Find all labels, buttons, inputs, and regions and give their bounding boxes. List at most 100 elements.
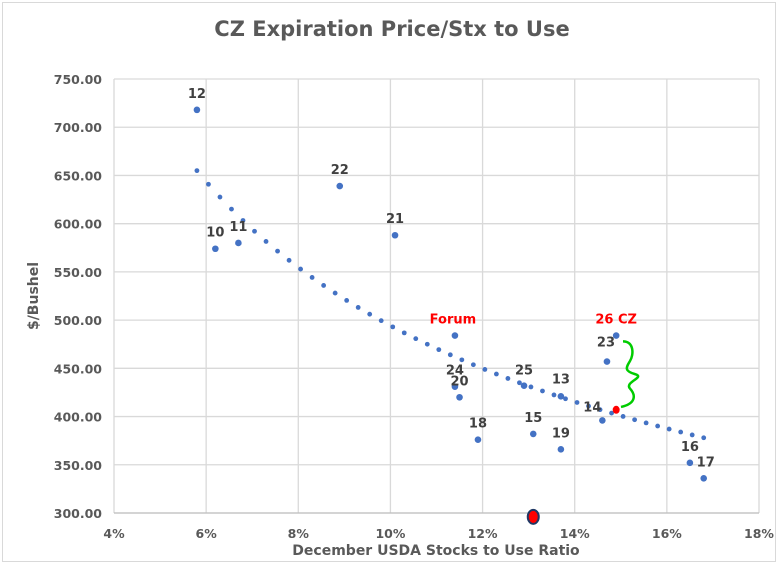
trendline	[194, 168, 707, 441]
point-label: 26 CZ	[595, 313, 637, 328]
y-tick-labels: 300.00 350.00 400.00 450.00 500.00 550.00 600.…	[54, 72, 103, 521]
trendline-dot	[586, 403, 591, 409]
x-tick-label: 14%	[560, 526, 590, 541]
trendline-dot	[240, 218, 246, 223]
chart-title: CZ Expiration Price/Stx to Use	[214, 17, 569, 41]
trendline-dot	[632, 417, 638, 423]
trendline-dot	[390, 324, 396, 330]
x-axis-label: December USDA Stocks to Use Ratio	[292, 543, 580, 559]
data-point	[212, 245, 219, 253]
trendline-dot	[275, 248, 280, 254]
green-squiggle-bracket	[620, 340, 640, 409]
y-tick-label: 700.00	[54, 120, 103, 135]
point-label: 19	[552, 426, 570, 441]
trendline-dot	[378, 318, 384, 324]
trendline-dot	[493, 371, 499, 377]
y-tick-label: 300.00	[54, 506, 103, 521]
trendline-dot	[263, 239, 269, 244]
point-label: 23	[597, 336, 615, 351]
trendline-dot	[689, 432, 695, 438]
point-label: 17	[697, 455, 715, 470]
trendline-dot	[666, 426, 672, 432]
trendline-dot	[217, 194, 223, 200]
data-point	[391, 231, 399, 239]
trendline-dot	[413, 336, 419, 342]
trendline-dot	[655, 423, 661, 429]
y-tick-label: 750.00	[54, 72, 103, 87]
annotations	[526, 340, 640, 525]
y-tick-label: 600.00	[54, 217, 103, 232]
trendline-dot	[528, 384, 534, 390]
data-point	[456, 393, 463, 401]
trendline-dot	[517, 380, 522, 386]
trendline-dot	[309, 275, 315, 280]
point-label: 18	[469, 417, 487, 432]
data-point	[451, 383, 459, 390]
trendline-dot	[229, 206, 234, 212]
trendline-dot	[597, 407, 603, 413]
trendline-dot	[206, 181, 211, 187]
current-stocks-to-use-marker	[526, 508, 540, 525]
point-label: 21	[386, 212, 404, 227]
trendline-value-at-current	[612, 405, 620, 414]
x-tick-label: 10%	[375, 526, 405, 541]
y-tick-label: 400.00	[54, 410, 103, 425]
y-axis-label: $/Bushel	[26, 262, 42, 330]
trendline-dot	[401, 330, 407, 336]
trendline-dot	[321, 283, 327, 288]
point-label: 22	[331, 163, 349, 178]
trendline-dot	[574, 400, 580, 405]
data-point	[686, 459, 694, 467]
data-point	[557, 393, 565, 400]
point-label: 16	[681, 440, 699, 455]
trendline-dot	[470, 362, 476, 368]
data-point	[193, 106, 201, 114]
trendline-dot	[482, 367, 488, 372]
trendline-dot	[344, 298, 350, 303]
trendline-dot	[505, 376, 511, 381]
x-tick-label: 8%	[288, 526, 310, 541]
trendline-dot	[252, 228, 257, 234]
point-label: 14	[583, 400, 601, 415]
data-point	[474, 436, 482, 444]
trendline-dot	[459, 357, 465, 363]
trendline-dot	[194, 168, 200, 174]
point-label: 10	[206, 226, 224, 241]
x-tick-label: 6%	[196, 526, 218, 541]
x-tick-label: 4%	[103, 526, 125, 541]
trendline-dot	[332, 290, 338, 296]
trendline-dot	[436, 347, 442, 353]
y-tick-label: 450.00	[54, 361, 103, 376]
trendline-dot	[701, 435, 707, 441]
trendline-dot	[563, 396, 568, 402]
trendline-dot	[678, 429, 684, 435]
trendline-dot	[540, 388, 545, 394]
trendline-dot	[367, 311, 373, 317]
data-point	[700, 474, 708, 482]
data-point	[529, 430, 537, 438]
y-tick-label: 500.00	[54, 313, 103, 328]
trendline-dot	[643, 420, 649, 426]
data-point	[451, 332, 459, 339]
data-point	[235, 239, 242, 247]
data-point	[599, 417, 606, 424]
point-label: 13	[552, 372, 570, 387]
point-label: 24	[446, 364, 464, 379]
x-tick-label: 16%	[652, 526, 682, 541]
point-label: Forum	[430, 313, 477, 328]
point-label: 20	[450, 374, 468, 389]
trendline-dot	[620, 414, 626, 419]
trendline-dot	[447, 352, 453, 358]
point-label: 15	[524, 411, 542, 426]
data-point	[603, 358, 611, 365]
point-label: 12	[188, 87, 206, 102]
data-point	[557, 446, 565, 453]
trendline-dot	[551, 392, 557, 398]
x-tick-labels: 4% 6% 8% 10% 12% 14% 16% 18%	[103, 526, 774, 541]
trendline-dot	[298, 266, 303, 272]
y-tick-label: 550.00	[54, 265, 103, 280]
point-label: 25	[515, 364, 533, 379]
